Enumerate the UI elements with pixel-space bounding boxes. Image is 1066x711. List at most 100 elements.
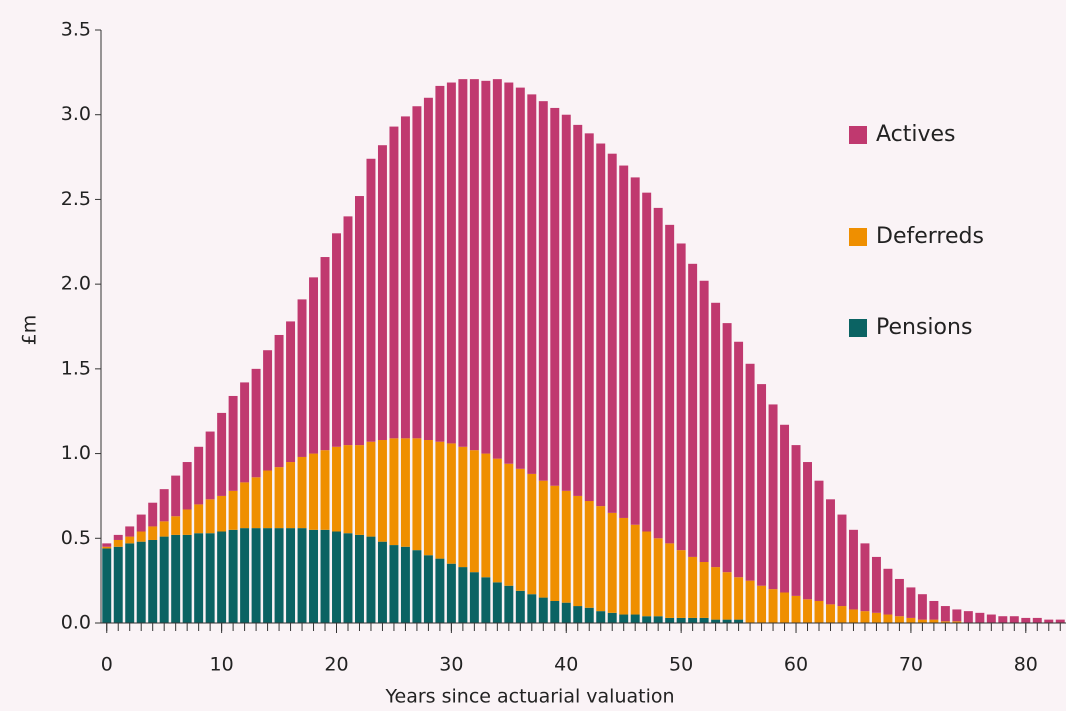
- bar-segment: [688, 263, 698, 557]
- bar-segment: [630, 177, 640, 525]
- bar-segment: [573, 606, 583, 623]
- bar-segment: [584, 133, 594, 502]
- bar-segment: [642, 531, 652, 617]
- bar-segment: [320, 529, 330, 623]
- bar-segment: [906, 617, 916, 623]
- x-tick-label: 0: [101, 654, 113, 676]
- bar-segment: [366, 441, 376, 537]
- bar-segment: [446, 82, 456, 444]
- bar-segment: [814, 480, 824, 601]
- bar-segment: [263, 528, 273, 623]
- bar-segment: [642, 192, 652, 532]
- bar-segment: [228, 490, 238, 530]
- bar-segment: [860, 611, 870, 623]
- bar-segment: [952, 621, 962, 623]
- x-tick-label: 20: [324, 654, 348, 676]
- bar-segment: [1055, 619, 1065, 623]
- bar-segment: [171, 516, 181, 535]
- bar-segment: [228, 395, 238, 491]
- bar-segment: [504, 463, 514, 586]
- bar-segment: [607, 612, 617, 623]
- bar-segment: [538, 597, 548, 623]
- bar-segment: [332, 233, 341, 447]
- bar-segment: [734, 577, 744, 620]
- bar-segment: [274, 467, 284, 529]
- bar-segment: [504, 82, 514, 464]
- legend-swatch: [849, 319, 867, 337]
- bar-segment: [136, 531, 146, 542]
- x-tick-label: 60: [784, 654, 808, 676]
- bar-segment: [757, 585, 767, 623]
- bar-segment: [400, 438, 410, 547]
- bar-segment: [527, 594, 537, 623]
- bar-segment: [596, 143, 606, 507]
- bar-segment: [814, 600, 824, 623]
- legend-swatch: [849, 228, 867, 246]
- bar-segment: [837, 606, 847, 623]
- bar-segment: [803, 599, 812, 623]
- bar-segment: [607, 512, 617, 613]
- bar-segment: [377, 145, 387, 441]
- bar-segment: [653, 616, 663, 623]
- y-tick-label: 3.5: [61, 19, 91, 41]
- bar-segment: [699, 562, 709, 618]
- bar-segment: [297, 456, 307, 529]
- bar-segment: [297, 528, 307, 623]
- bar-segment: [550, 600, 560, 623]
- bar-segment: [538, 101, 548, 481]
- y-tick-label: 3.0: [61, 103, 91, 125]
- bar-segment: [929, 600, 939, 620]
- bar-segment: [676, 550, 686, 618]
- bar-segment: [148, 526, 158, 540]
- y-tick-label: 1.5: [61, 357, 91, 379]
- bar-segment: [619, 517, 629, 615]
- bar-segment: [309, 453, 319, 530]
- bar-segment: [917, 594, 927, 620]
- bar-segment: [159, 536, 169, 623]
- x-tick-label: 30: [439, 654, 463, 676]
- bar-segment: [366, 536, 376, 623]
- bar-segment: [355, 196, 364, 446]
- y-tick-label: 0.0: [61, 612, 91, 634]
- bar-segment: [182, 509, 192, 535]
- bar-segment: [676, 617, 686, 623]
- bar-segment: [768, 589, 778, 623]
- bar-segment: [469, 450, 479, 573]
- bar-segment: [309, 277, 319, 454]
- bar-segment: [492, 458, 502, 583]
- bar-segment: [653, 538, 663, 617]
- bar-segment: [940, 621, 950, 623]
- bar-segment: [711, 567, 721, 620]
- bar-segment: [446, 443, 456, 564]
- bar-segment: [355, 445, 364, 535]
- bar-segment: [515, 590, 525, 623]
- legend-label: Pensions: [876, 315, 972, 340]
- bar-segment: [665, 224, 675, 544]
- bar-segment: [607, 153, 617, 513]
- bar-segment: [148, 539, 158, 623]
- bar-segment: [423, 440, 433, 556]
- bar-segment: [481, 80, 491, 454]
- bar-segment: [113, 546, 123, 623]
- bar-segment: [274, 528, 284, 623]
- legend-label: Actives: [876, 122, 956, 147]
- x-tick-label: 50: [669, 654, 693, 676]
- bar-segment: [699, 280, 709, 563]
- bar-segment: [757, 384, 767, 586]
- bar-segment: [573, 124, 583, 496]
- bar-segment: [458, 446, 468, 568]
- x-tick-label: 80: [1014, 654, 1038, 676]
- bar-segment: [343, 216, 353, 446]
- bar-segment: [102, 543, 112, 547]
- bar-segment: [527, 473, 537, 595]
- bar-segment: [113, 534, 123, 540]
- bar-segment: [435, 85, 445, 442]
- bar-segment: [527, 94, 537, 474]
- bar-segment: [1032, 617, 1042, 623]
- bar-segment: [263, 350, 273, 471]
- bar-segment: [768, 404, 778, 590]
- bar-segment: [952, 609, 962, 622]
- bar-segment: [883, 614, 893, 623]
- x-axis-label: Years since actuarial valuation: [384, 686, 674, 708]
